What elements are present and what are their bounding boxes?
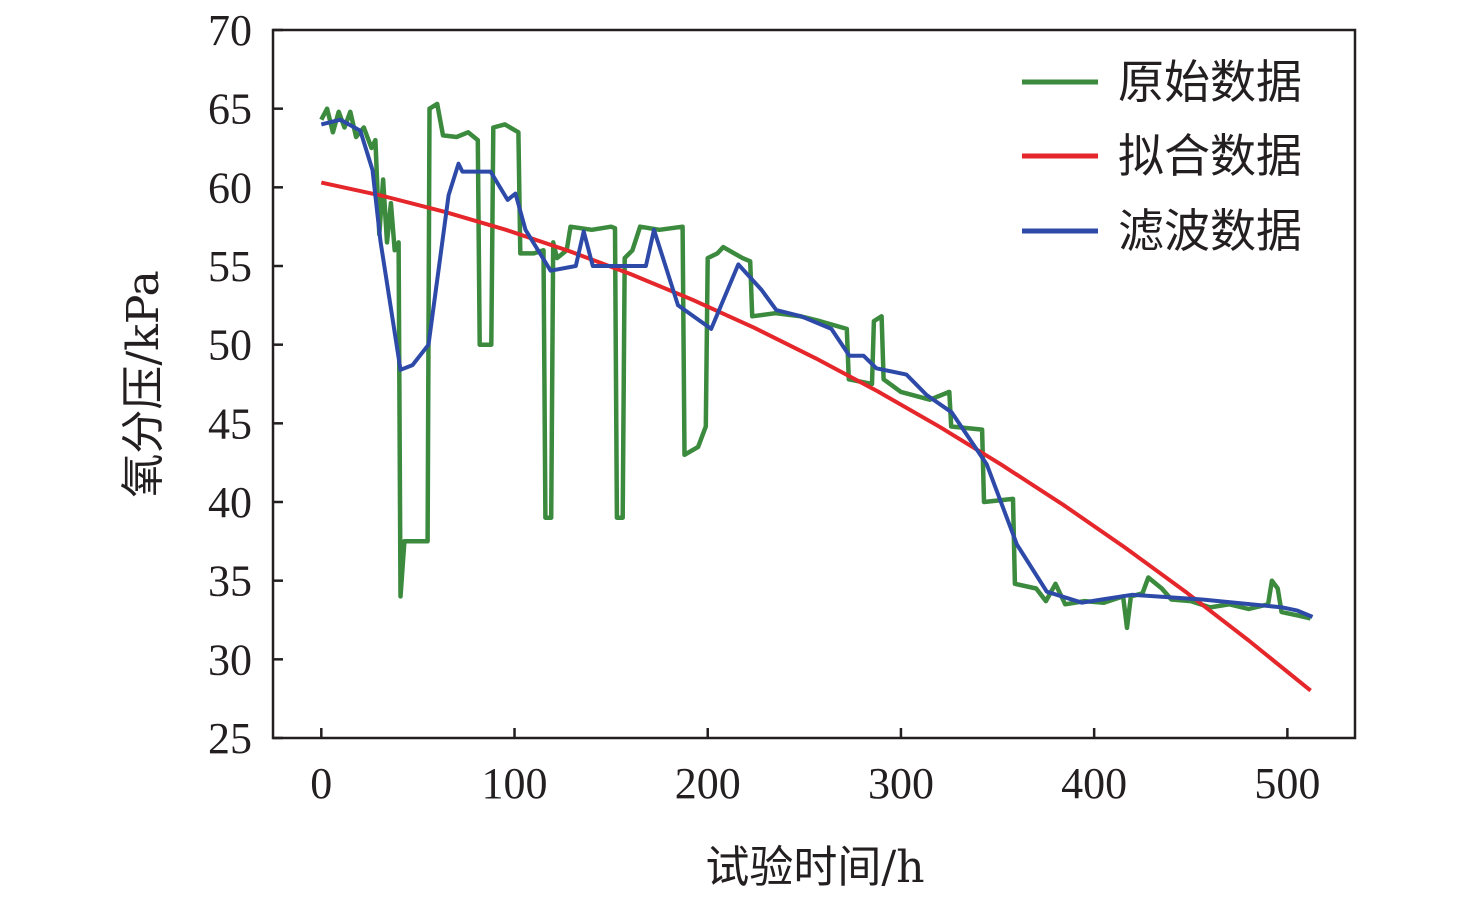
y-tick-label: 60 — [208, 163, 252, 212]
x-tick-label: 200 — [675, 759, 741, 808]
y-tick-label: 65 — [208, 85, 252, 134]
legend: 原始数据 拟合数据 滤波数据 — [1022, 55, 1302, 258]
axis-ticks: 0 100 200 300 400 500 25 30 35 40 45 50 55 60 65 70 — [208, 6, 1320, 808]
x-tick-label: 300 — [868, 759, 934, 808]
y-tick-label: 50 — [208, 321, 252, 370]
plot-frame — [271, 28, 1357, 740]
filtered-data-line — [320, 117, 1314, 619]
legend-label-fit: 拟合数据 — [1118, 129, 1302, 183]
x-tick-label: 500 — [1254, 759, 1320, 808]
y-tick-label: 35 — [208, 557, 252, 606]
x-tick-label: 0 — [310, 759, 332, 808]
fitted-data-line — [320, 180, 1312, 693]
y-tick-label: 70 — [208, 6, 252, 55]
x-tick-label: 400 — [1061, 759, 1127, 808]
y-tick-label: 30 — [208, 635, 252, 684]
y-tick-label: 55 — [208, 242, 252, 291]
y-tick-label: 40 — [208, 478, 252, 527]
legend-label-raw: 原始数据 — [1118, 55, 1302, 109]
y-axis-title: 氧分压/kPa — [118, 270, 169, 497]
y-tick-label: 45 — [208, 399, 252, 448]
x-axis-title: 试验时间/h — [705, 842, 924, 893]
y-tick-label: 25 — [208, 714, 252, 763]
legend-label-filtered: 滤波数据 — [1118, 204, 1302, 258]
x-tick-label: 100 — [482, 759, 548, 808]
plot-area — [319, 101, 1314, 693]
